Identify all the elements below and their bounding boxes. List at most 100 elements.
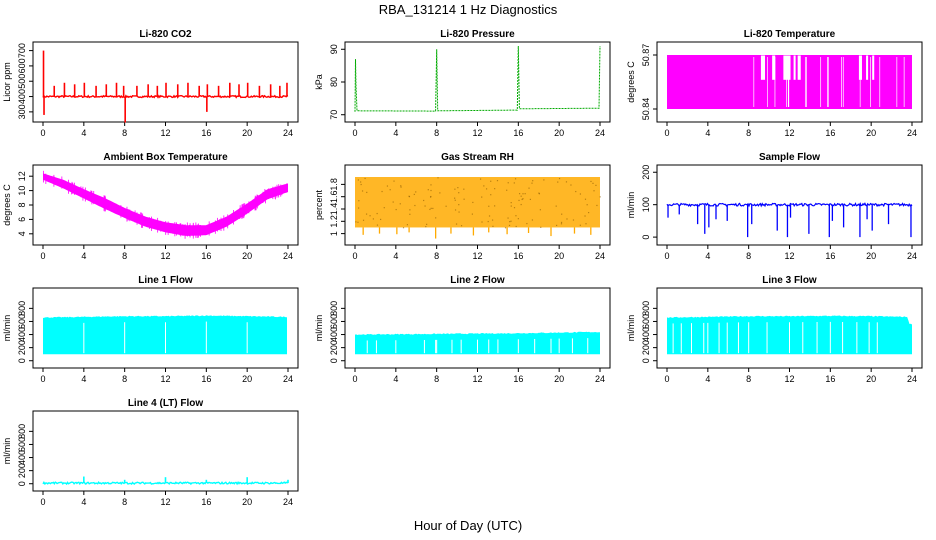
y-tick-label: 1.4 [329,203,339,216]
band-texture [588,211,590,214]
data-series [666,202,913,238]
band-texture [471,213,473,215]
figure-title: RBA_131214 1 Hz Diagnostics [378,2,558,17]
panel-title: Li-820 CO2 [139,29,192,40]
chart-panel-7: Line 1 Flow ml/min 0 4 8 12 16 20 24 0 20040060080… [2,275,299,384]
band-texture [509,221,511,223]
band-texture [595,184,597,186]
x-tick-label: 4 [393,128,398,138]
band-texture [355,221,357,223]
x-tick-label: 0 [352,251,357,261]
data-series [354,45,601,112]
band-texture [424,205,426,207]
band-gap [866,55,869,80]
x-tick-label: 12 [784,128,794,138]
x-tick-label: 4 [81,251,86,261]
band-texture [566,218,568,220]
x-tick-label: 12 [472,128,482,138]
band-texture [357,179,359,181]
band-texture [369,215,371,217]
x-tick-label: 20 [242,497,252,507]
y-tick-label: 50.87 [641,44,651,67]
x-tick-label: 20 [554,374,564,384]
x-tick-label: 8 [746,374,751,384]
band-texture [494,205,496,207]
y-tick-label: 10 [17,186,27,196]
band-texture [557,181,559,183]
band-texture [529,198,531,201]
data-series [43,315,287,355]
y-axis-label: ml/min [2,438,12,465]
band-texture [454,209,457,211]
y-tick-label: 8 [17,202,27,207]
y-tick-label: 0 [17,481,27,486]
y-tick-label: 1.6 [329,190,339,203]
band-texture [426,223,428,225]
y-tick-label: 600 [329,314,339,329]
x-tick-label: 4 [705,128,710,138]
band-texture [481,196,483,198]
band-texture [531,182,533,184]
band-texture [543,179,545,181]
y-tick-label: 600 [17,437,27,452]
x-tick-label: 0 [40,497,45,507]
y-tick-label: 200 [17,340,27,355]
x-tick-label: 24 [283,128,293,138]
x-tick-label: 0 [664,251,669,261]
band-texture [360,181,362,183]
band-gap [872,55,875,80]
band-texture [361,190,364,192]
panel-title: Gas Stream RH [441,152,514,163]
panel-title: Line 1 Flow [138,275,193,286]
band-texture [518,193,521,195]
band-texture [365,213,368,215]
x-axis-caption: Hour of Day (UTC) [413,518,523,533]
x-tick-label: 24 [907,374,917,384]
y-tick-label: 400 [17,327,27,342]
band-texture [513,182,515,184]
y-axis-label: degrees C [2,184,12,226]
band-texture [366,191,368,194]
x-tick-label: 20 [866,374,876,384]
y-tick-label: 600 [17,314,27,329]
y-tick-label: 400 [641,327,651,342]
y-tick-label: 400 [17,89,27,104]
y-tick-label: 800 [17,301,27,316]
x-tick-label: 16 [825,128,835,138]
band-texture [358,207,360,209]
x-tick-label: 20 [242,374,252,384]
x-tick-label: 12 [160,251,170,261]
x-tick-label: 20 [866,251,876,261]
x-tick-label: 8 [746,251,751,261]
x-tick-label: 12 [472,251,482,261]
y-tick-label: 90 [329,44,339,54]
band-texture [586,204,588,206]
y-axis-label: kPa [314,74,324,90]
band-texture [395,208,397,211]
band-texture [560,221,563,224]
y-axis-label: percent [314,189,324,220]
y-tick-label: 500 [17,74,27,89]
x-tick-label: 16 [825,374,835,384]
band-texture [510,205,512,207]
band-texture [414,204,416,207]
band-texture [393,180,395,182]
x-tick-label: 16 [201,128,211,138]
x-tick-label: 24 [283,374,293,384]
band-texture [560,223,563,225]
x-tick-label: 8 [122,374,127,384]
chart-panel-1: Li-820 CO2 Licor ppm 0 4 8 12 16 20 24 3004005006… [2,29,299,138]
x-tick-label: 12 [784,374,794,384]
band-texture [556,224,558,227]
y-tick-label: 200 [17,463,27,478]
band-texture [435,217,437,219]
band-texture [506,189,508,191]
panel-title: Line 4 (LT) Flow [128,398,204,409]
x-tick-label: 0 [40,251,45,261]
y-tick-label: 700 [17,43,27,58]
band-texture [485,188,488,190]
band-texture [572,219,575,221]
x-tick-label: 24 [283,251,293,261]
band-texture [538,192,540,194]
x-tick-label: 12 [160,128,170,138]
